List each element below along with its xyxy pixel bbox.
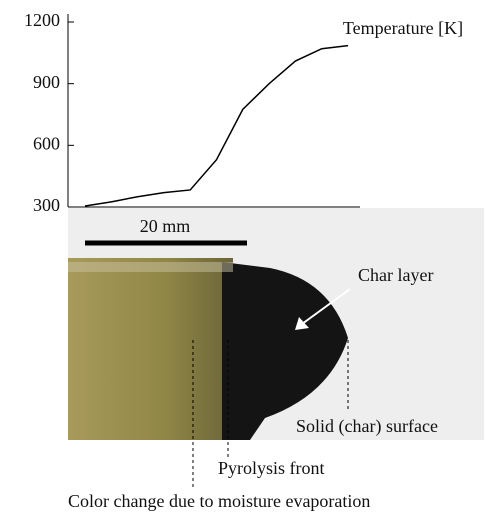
y-tick-label: 1200 [24, 10, 60, 30]
line [85, 46, 348, 206]
y-tick-label: 600 [33, 133, 60, 153]
legend-label: Temperature [K] [343, 18, 463, 38]
figure: 20 mm Char layer Solid (char) surface Py… [0, 0, 486, 515]
scale-label: 20 mm [140, 216, 191, 236]
biomass-sample [68, 258, 233, 440]
y-tick-label: 900 [33, 72, 60, 92]
y-tick-label: 300 [33, 195, 60, 215]
annotation: Char layer [358, 265, 433, 285]
sample-edge [68, 262, 233, 272]
annotation: Pyrolysis front [218, 458, 325, 478]
annotation: Solid (char) surface [296, 416, 438, 437]
annotation: Color change due to moisture evaporation [68, 491, 370, 511]
